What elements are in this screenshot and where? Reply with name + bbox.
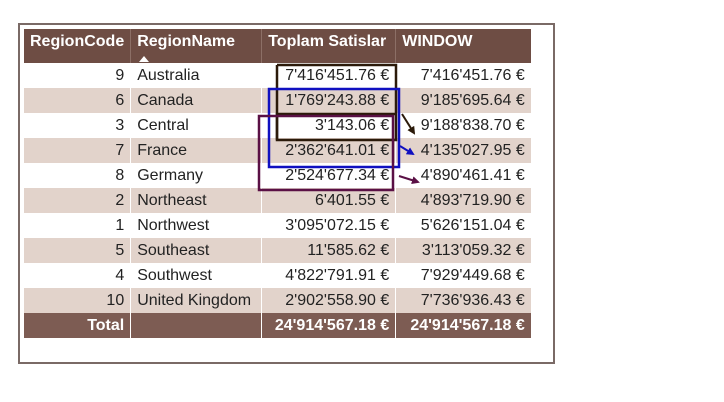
table-row[interactable]: 7 France 2'362'641.01 € 4'135'027.95 €: [24, 138, 531, 163]
table-row[interactable]: 4 Southwest 4'822'791.91 € 7'929'449.68 …: [24, 263, 531, 288]
window-cell: 3'113'059.32 €: [395, 238, 531, 263]
total-row: Total 24'914'567.18 € 24'914'567.18 €: [24, 313, 531, 338]
data-table: RegionCode RegionName Toplam Satislar WI…: [24, 29, 531, 338]
window-cell: 5'626'151.04 €: [395, 213, 531, 238]
region-code-cell: 8: [24, 163, 132, 188]
window-cell: 7'929'449.68 €: [395, 263, 531, 288]
toplam-satislar-cell: 2'362'641.01 €: [261, 138, 397, 163]
toplam-satislar-cell: 6'401.55 €: [261, 188, 397, 213]
table-row[interactable]: 8 Germany 2'524'677.34 € 4'890'461.41 €: [24, 163, 531, 188]
sort-ascending-icon: [139, 56, 150, 62]
region-name-cell: Northwest: [130, 213, 263, 238]
window-cell: 7'416'451.76 €: [395, 63, 531, 88]
region-name-cell: Southwest: [130, 263, 263, 288]
region-name-cell: Canada: [130, 88, 263, 113]
region-code-cell: 10: [24, 288, 132, 313]
window-cell: 9'188'838.70 €: [395, 113, 531, 138]
column-header-window[interactable]: WINDOW: [395, 29, 531, 63]
column-header-regioncode[interactable]: RegionCode: [24, 29, 132, 63]
table-row[interactable]: 2 Northeast 6'401.55 € 4'893'719.90 €: [24, 188, 531, 213]
region-code-cell: 5: [24, 238, 132, 263]
total-label: Total: [24, 313, 132, 338]
toplam-satislar-cell: 4'822'791.91 €: [261, 263, 397, 288]
region-name-cell: United Kingdom: [130, 288, 263, 313]
toplam-satislar-cell: 1'769'243.88 €: [261, 88, 397, 113]
window-cell: 7'736'936.43 €: [395, 288, 531, 313]
window-cell: 9'185'695.64 €: [395, 88, 531, 113]
table-row[interactable]: 5 Southeast 11'585.62 € 3'113'059.32 €: [24, 238, 531, 263]
toplam-satislar-cell: 3'095'072.15 €: [261, 213, 397, 238]
table-row[interactable]: 9 Australia 7'416'451.76 € 7'416'451.76 …: [24, 63, 531, 88]
region-code-cell: 3: [24, 113, 132, 138]
total-toplam-satislar: 24'914'567.18 €: [261, 313, 397, 338]
region-name-cell: Central: [130, 113, 263, 138]
toplam-satislar-cell: 3'143.06 €: [261, 113, 397, 138]
total-empty-cell: [130, 313, 263, 338]
table-row[interactable]: 6 Canada 1'769'243.88 € 9'185'695.64 €: [24, 88, 531, 113]
toplam-satislar-cell: 11'585.62 €: [261, 238, 397, 263]
window-cell: 4'893'719.90 €: [395, 188, 531, 213]
column-header-regionname[interactable]: RegionName: [130, 29, 263, 63]
region-code-cell: 6: [24, 88, 132, 113]
column-header-toplam-satislar[interactable]: Toplam Satislar: [261, 29, 397, 63]
region-code-cell: 4: [24, 263, 132, 288]
region-code-cell: 1: [24, 213, 132, 238]
region-name-cell: Germany: [130, 163, 263, 188]
toplam-satislar-cell: 2'902'558.90 €: [261, 288, 397, 313]
header-row: RegionCode RegionName Toplam Satislar WI…: [24, 29, 531, 63]
region-name-cell: Northeast: [130, 188, 263, 213]
region-name-cell: France: [130, 138, 263, 163]
window-cell: 4'135'027.95 €: [395, 138, 531, 163]
region-code-cell: 7: [24, 138, 132, 163]
total-window: 24'914'567.18 €: [395, 313, 531, 338]
table-row[interactable]: 1 Northwest 3'095'072.15 € 5'626'151.04 …: [24, 213, 531, 238]
region-name-cell: Australia: [130, 63, 263, 88]
region-name-cell: Southeast: [130, 238, 263, 263]
region-code-cell: 2: [24, 188, 132, 213]
table-row[interactable]: 3 Central 3'143.06 € 9'188'838.70 €: [24, 113, 531, 138]
window-cell: 4'890'461.41 €: [395, 163, 531, 188]
region-code-cell: 9: [24, 63, 132, 88]
toplam-satislar-cell: 7'416'451.76 €: [261, 63, 397, 88]
toplam-satislar-cell: 2'524'677.34 €: [261, 163, 397, 188]
table-row[interactable]: 10 United Kingdom 2'902'558.90 € 7'736'9…: [24, 288, 531, 313]
